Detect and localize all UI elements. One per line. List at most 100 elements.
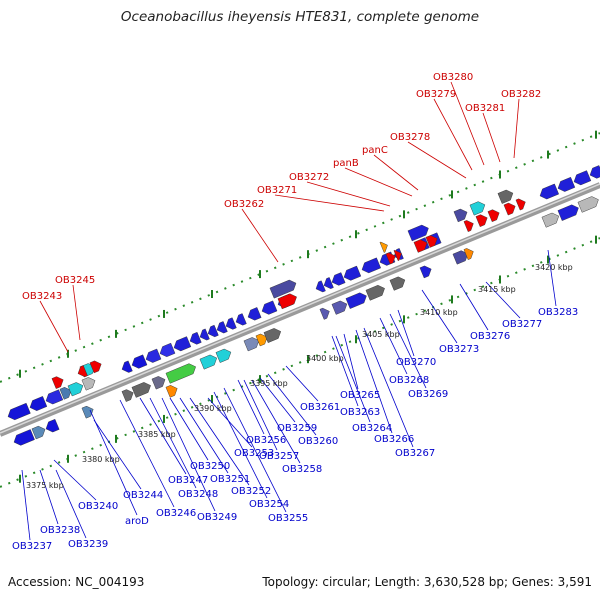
gene-labels: OB3243OB3245OB3262OB3271OB3272panBpanCOB… <box>12 72 578 552</box>
gene-feature <box>277 293 297 310</box>
gene-feature <box>29 396 48 411</box>
forward-gene-label[interactable]: OB3279 <box>416 89 456 100</box>
reverse-gene-label[interactable]: OB3247 <box>168 475 208 486</box>
forward-gene-label[interactable]: OB3271 <box>257 185 297 196</box>
gene-feature <box>425 235 438 248</box>
gene-feature <box>323 277 334 289</box>
forward-gene-label[interactable]: OB3281 <box>465 103 505 114</box>
reverse-gene-label[interactable]: OB3259 <box>277 423 317 434</box>
reverse-gene-label[interactable]: OB3244 <box>123 490 163 501</box>
gene-feature <box>469 201 486 216</box>
reverse-gene-label[interactable]: OB3256 <box>246 435 286 446</box>
accession-text: Accession: NC_004193 <box>8 575 145 589</box>
label-leaders <box>21 81 557 541</box>
reverse-gene-label[interactable]: OB3248 <box>178 489 218 500</box>
reverse-gene-label[interactable]: OB3255 <box>268 513 308 524</box>
gene-feature <box>145 348 162 363</box>
forward-gene-label[interactable]: OB3272 <box>289 172 329 183</box>
leader-line <box>285 365 319 402</box>
reverse-gene-label[interactable]: OB3254 <box>249 499 289 510</box>
reverse-gene-label[interactable]: OB3246 <box>156 508 196 519</box>
reverse-gene-label[interactable]: OB3257 <box>259 451 299 462</box>
forward-gene-label[interactable]: OB3280 <box>433 72 473 83</box>
gene-feature <box>557 204 579 221</box>
forward-gene-label[interactable]: OB3245 <box>55 275 95 286</box>
forward-gene-label[interactable]: OB3243 <box>22 291 62 302</box>
gene-feature <box>131 354 148 369</box>
reverse-gene-label[interactable]: OB3276 <box>470 331 510 342</box>
gene-feature <box>131 382 151 398</box>
gene-feature <box>269 279 297 299</box>
reverse-gene-label[interactable]: OB3269 <box>408 389 448 400</box>
reverse-gene-label[interactable]: OB3240 <box>78 501 118 512</box>
gene-feature <box>121 389 134 402</box>
leader-line <box>53 459 97 501</box>
reverse-gene-label[interactable]: OB3261 <box>300 402 340 413</box>
reverse-gene-label[interactable]: OB3237 <box>12 541 52 552</box>
reverse-gene-label[interactable]: aroD <box>125 516 149 527</box>
gene-feature <box>515 198 526 211</box>
forward-gene-label[interactable]: OB3262 <box>224 199 264 210</box>
leader-line <box>223 387 287 513</box>
leader-line <box>433 98 473 171</box>
scale-label: 3410 kbp <box>420 308 458 317</box>
reverse-gene-label[interactable]: OB3268 <box>389 375 429 386</box>
leader-line <box>547 249 557 307</box>
reverse-gene-label[interactable]: OB3258 <box>282 464 322 475</box>
reverse-gene-label[interactable]: OB3267 <box>395 448 435 459</box>
gene-feature <box>165 363 196 384</box>
gene-feature <box>151 376 166 390</box>
gene-feature <box>199 354 218 370</box>
major-ticks <box>19 130 597 483</box>
forward-gene-label[interactable]: panC <box>362 145 388 156</box>
gene-feature <box>539 183 559 200</box>
reverse-gene-label[interactable]: OB3266 <box>374 434 414 445</box>
reverse-gene-label[interactable]: OB3270 <box>396 357 436 368</box>
gene-feature <box>497 189 514 204</box>
reverse-gene-label[interactable]: OB3250 <box>190 461 230 472</box>
scale-label: 3380 kbp <box>82 455 120 464</box>
reverse-gene-label[interactable]: OB3277 <box>502 319 542 330</box>
reverse-gene-label[interactable]: OB3264 <box>352 423 392 434</box>
gene-feature <box>463 248 474 260</box>
leader-line <box>421 289 458 344</box>
gene-feature <box>199 328 210 341</box>
gene-feature <box>67 382 84 397</box>
leader-line <box>344 167 413 197</box>
leader-line <box>482 112 501 163</box>
reverse-gene-label[interactable]: OB3283 <box>538 307 578 318</box>
reverse-gene-label[interactable]: OB3265 <box>340 390 380 401</box>
gene-feature <box>385 252 396 265</box>
gene-feature <box>331 300 348 315</box>
reverse-gene-label[interactable]: OB3260 <box>298 436 338 447</box>
forward-gene-label[interactable]: panB <box>333 158 359 169</box>
leader-line <box>179 397 229 474</box>
reverse-gene-label[interactable]: OB3253 <box>234 448 274 459</box>
gene-feature <box>452 250 469 265</box>
gene-feature <box>243 337 260 352</box>
gene-feature <box>165 385 178 398</box>
leader-line <box>267 373 317 436</box>
gene-feature <box>365 284 385 301</box>
reverse-gene-label[interactable]: OB3251 <box>210 474 250 485</box>
leader-line <box>55 469 87 539</box>
reverse-gene-label[interactable]: OB3273 <box>439 344 479 355</box>
genome-backbone <box>0 182 600 437</box>
reverse-gene-label[interactable]: OB3249 <box>197 512 237 523</box>
reverse-gene-label[interactable]: OB3263 <box>340 407 380 418</box>
leader-line <box>21 469 31 541</box>
scale-label: 3390 kbp <box>194 404 232 413</box>
gene-features <box>7 165 600 446</box>
gene-feature <box>215 348 232 363</box>
reverse-gene-label[interactable]: OB3252 <box>231 486 271 497</box>
scale-label: 3375 kbp <box>26 481 64 490</box>
reverse-gene-label[interactable]: OB3238 <box>40 525 80 536</box>
forward-gene-label[interactable]: OB3278 <box>390 132 430 143</box>
leader-line <box>241 208 279 263</box>
forward-gene-label[interactable]: OB3282 <box>501 89 541 100</box>
gene-feature <box>31 425 46 440</box>
leader-line <box>343 333 359 390</box>
reverse-gene-label[interactable]: OB3239 <box>68 539 108 550</box>
scale-label: 3400 kbp <box>306 354 344 363</box>
